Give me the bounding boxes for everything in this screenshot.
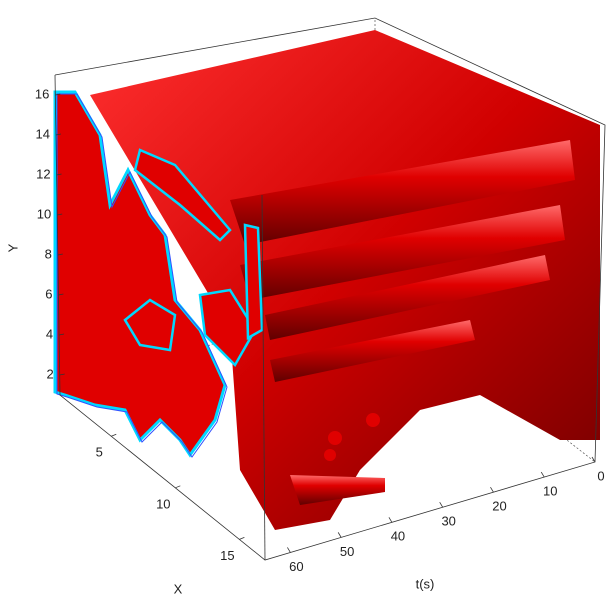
y-tick	[57, 213, 63, 216]
surface-rod	[290, 475, 385, 505]
y-axis-label: Y	[5, 243, 20, 252]
z-tick-label: 50	[340, 544, 354, 559]
y-tick	[59, 373, 65, 376]
y-tick-label: 2	[46, 366, 53, 381]
x-tick-label: 5	[96, 445, 103, 460]
surface-cap-edge	[56, 93, 228, 458]
surface-rod	[270, 320, 475, 382]
z-tick-label: 40	[391, 529, 405, 544]
y-tick-label: 4	[46, 326, 53, 341]
surface-cap	[53, 90, 227, 458]
y-tick-label: 10	[37, 206, 51, 221]
x-tick-label: 10	[156, 496, 170, 511]
y-tick	[57, 253, 63, 256]
z-tick-label: 60	[289, 559, 303, 574]
y-tick-label: 12	[36, 166, 50, 181]
y-tick	[56, 173, 62, 176]
z-tick	[287, 547, 291, 553]
y-tick	[58, 293, 64, 296]
surface-rod	[240, 205, 565, 300]
x-tick	[239, 537, 245, 540]
y-tick	[55, 93, 61, 96]
z-tick	[337, 532, 342, 538]
surface-blob	[366, 413, 380, 427]
z-tick	[490, 486, 494, 493]
surface-cap	[198, 288, 257, 368]
surface-cap	[123, 298, 177, 352]
y-tick-label: 6	[45, 286, 52, 301]
z-tick-label: 20	[492, 499, 506, 514]
x-tick-label: 15	[220, 548, 234, 563]
z-tick	[388, 517, 393, 523]
surface-blob	[328, 431, 342, 445]
x-tick	[111, 433, 117, 437]
z-tick-label: 0	[597, 468, 604, 483]
z-tick-label: 10	[543, 484, 557, 499]
surface-cap	[243, 223, 264, 341]
y-tick	[55, 133, 62, 136]
z-tick	[591, 456, 596, 463]
y-tick-label: 8	[45, 246, 52, 261]
surface-rod	[265, 255, 550, 340]
y-tick	[58, 333, 65, 336]
surface-blob	[324, 449, 336, 461]
z-tick	[540, 471, 545, 478]
z-tick	[439, 502, 444, 508]
surface-rod	[230, 140, 575, 245]
y-tick-label: 16	[35, 86, 49, 101]
isosurface	[53, 30, 600, 530]
surface-cap	[133, 148, 232, 242]
x-tick	[175, 485, 181, 489]
x-axis-label: X	[174, 581, 183, 596]
y-tick-label: 14	[35, 126, 49, 141]
z-tick-label: 30	[441, 514, 455, 529]
z-axis-label: t(s)	[416, 576, 435, 591]
